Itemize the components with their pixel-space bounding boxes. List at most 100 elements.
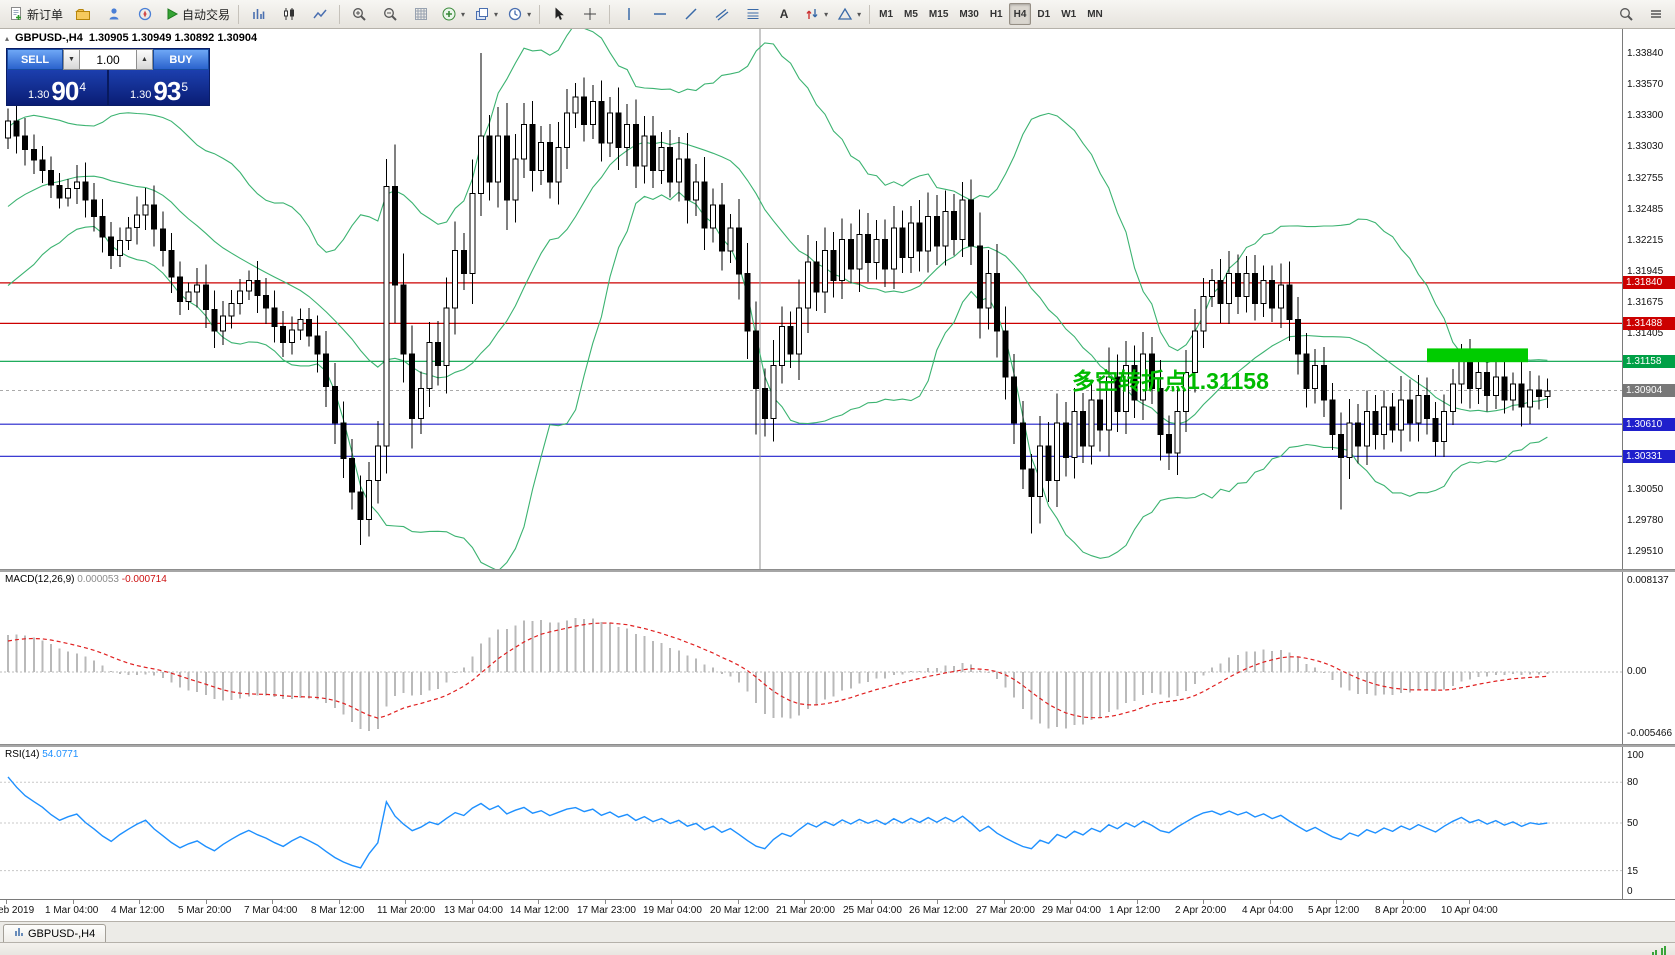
- timeframe-button-H4[interactable]: H4: [1008, 3, 1032, 25]
- time-tick: [206, 900, 207, 904]
- buy-button[interactable]: BUY: [153, 49, 209, 70]
- bollinger-middle-band: [7, 141, 1548, 425]
- bollinger-upper-band: [7, 29, 1548, 364]
- timeframe-button-W1[interactable]: W1: [1061, 8, 1077, 20]
- fibonacci-tool-icon[interactable]: [738, 2, 768, 26]
- time-axis-label: 2 Apr 20:00: [1175, 905, 1227, 916]
- price-tick-label: 1.30050: [1627, 484, 1664, 495]
- time-tick: [1403, 900, 1404, 904]
- rsi-tick-label: 0: [1627, 886, 1633, 897]
- navigator-icon[interactable]: [130, 2, 160, 26]
- autotrading-button[interactable]: 自动交易: [161, 2, 234, 26]
- macd-histogram: [7, 617, 1549, 732]
- bid-price-display[interactable]: 1.30 90 4: [7, 70, 107, 105]
- search-icon[interactable]: [1611, 2, 1641, 26]
- shapes-tool-button[interactable]: ▾: [833, 2, 865, 26]
- macd-value-main: 0.000053: [77, 574, 119, 585]
- main-toolbar: 新订单 自动交易 ▾: [0, 0, 1675, 29]
- lot-increase-button[interactable]: ▲: [136, 49, 153, 70]
- timeframe-button-M15[interactable]: M15: [928, 8, 949, 20]
- panel-divider[interactable]: [0, 744, 1675, 747]
- profiles-icon[interactable]: [68, 2, 98, 26]
- macd-panel: 0.008137 0.00 -0.005466 MACD(12,26,9) 0.00…: [0, 572, 1675, 744]
- templates-button[interactable]: ▾: [470, 2, 502, 26]
- time-tick: [1004, 900, 1005, 904]
- macd-signal-line: [7, 622, 1548, 719]
- grid-icon[interactable]: [406, 2, 436, 26]
- timeframe-button-D1[interactable]: D1: [1037, 8, 1051, 20]
- period-button[interactable]: ▾: [503, 2, 535, 26]
- time-tick: [472, 900, 473, 904]
- lot-size-input[interactable]: [80, 49, 136, 70]
- price-tick-label: 1.31945: [1627, 266, 1664, 277]
- rsi-label: RSI(14): [5, 749, 40, 760]
- new-order-button[interactable]: 新订单: [4, 2, 67, 26]
- lot-decrease-button[interactable]: ▼: [63, 49, 80, 70]
- timeframe-button-H1[interactable]: H1: [989, 8, 1003, 20]
- autotrading-label: 自动交易: [182, 7, 231, 22]
- indicators-button[interactable]: ▾: [437, 2, 469, 26]
- timeframe-button-M1[interactable]: M1: [879, 8, 894, 20]
- candlestick-chart[interactable]: [0, 29, 1622, 569]
- highlight-rectangle[interactable]: [1427, 348, 1528, 363]
- bid-pip-digit: 4: [79, 80, 87, 94]
- timeframe-button-MN[interactable]: MN: [1087, 8, 1103, 20]
- rsi-tick-label: 50: [1627, 818, 1639, 829]
- timeframe-button-M5[interactable]: M5: [904, 8, 918, 20]
- ask-price-display[interactable]: 1.30 93 5: [109, 70, 209, 105]
- candlestick-mode-icon[interactable]: [274, 2, 304, 26]
- toolbar-separator: [339, 4, 341, 24]
- chart-tab[interactable]: GBPUSD-,H4: [3, 924, 107, 942]
- rsi-panel: 100 80 50 15 0 RSI(14) 54.0771: [0, 747, 1675, 899]
- time-tick: [937, 900, 938, 904]
- main-chart-panel: 1.33840 1.33570 1.33300 1.33030 1.32755 1.324…: [0, 29, 1675, 569]
- time-axis-label: 8 Mar 12:00: [311, 905, 365, 916]
- bid-prefix: 1.30: [27, 89, 50, 101]
- time-axis-label: 10 Apr 04:00: [1441, 905, 1498, 916]
- price-tick-label: 1.29780: [1627, 515, 1664, 526]
- trendline-tool-icon[interactable]: [676, 2, 706, 26]
- market-watch-icon[interactable]: [99, 2, 129, 26]
- rsi-chart[interactable]: [0, 747, 1622, 899]
- time-axis-label: 27 Mar 20:00: [976, 905, 1035, 916]
- horizontal-line-tool-icon[interactable]: [645, 2, 675, 26]
- crosshair-icon[interactable]: [575, 2, 605, 26]
- cursor-icon[interactable]: [544, 2, 574, 26]
- time-tick: [1070, 900, 1071, 904]
- price-tick-label: 1.31675: [1627, 297, 1664, 308]
- time-axis-label: 21 Mar 20:00: [776, 905, 835, 916]
- text-tool-icon[interactable]: A: [779, 7, 789, 21]
- time-axis-label: 1 Apr 12:00: [1109, 905, 1161, 916]
- time-axis[interactable]: 27 Feb 2019 1 Mar 04:00 4 Mar 12:00 5 Mar 2…: [0, 899, 1675, 921]
- time-axis-label: 17 Mar 23:00: [577, 905, 636, 916]
- bar-chart-mode-icon[interactable]: [243, 2, 273, 26]
- status-bar: [0, 942, 1675, 955]
- templates-icon: [474, 6, 490, 22]
- line-chart-mode-icon[interactable]: [305, 2, 335, 26]
- macd-chart[interactable]: [0, 572, 1622, 744]
- channel-tool-icon[interactable]: [707, 2, 737, 26]
- autotrading-play-icon: [165, 7, 179, 21]
- arrows-tool-button[interactable]: ▾: [800, 2, 832, 26]
- price-axis[interactable]: 1.33840 1.33570 1.33300 1.33030 1.32755 1.324…: [1622, 29, 1675, 569]
- panel-divider[interactable]: [0, 569, 1675, 572]
- sell-button[interactable]: SELL: [7, 49, 63, 70]
- chart-tab-label: GBPUSD-,H4: [28, 927, 96, 940]
- annotation-text[interactable]: 多空转折点1.31158: [1072, 368, 1269, 394]
- zoom-in-icon[interactable]: [344, 2, 374, 26]
- oct-toggle-icon[interactable]: ▴: [5, 33, 10, 43]
- bid-big-digits: 90: [51, 76, 79, 106]
- timeframe-button-M30[interactable]: M30: [959, 8, 979, 20]
- time-axis-label: 5 Mar 20:00: [178, 905, 232, 916]
- macd-min-label: -0.005466: [1627, 728, 1673, 739]
- dropdown-caret-icon: ▾: [461, 9, 466, 19]
- price-level-tag: 1.31488: [1623, 317, 1675, 330]
- vertical-line-tool-icon[interactable]: [614, 2, 644, 26]
- rsi-axis[interactable]: 100 80 50 15 0: [1622, 747, 1675, 899]
- time-axis-label: 8 Apr 20:00: [1375, 905, 1427, 916]
- rsi-tick-label: 15: [1627, 866, 1639, 877]
- menu-icon[interactable]: [1641, 2, 1671, 26]
- zoom-out-icon[interactable]: [375, 2, 405, 26]
- macd-axis[interactable]: 0.008137 0.00 -0.005466: [1622, 572, 1675, 744]
- time-tick: [804, 900, 805, 904]
